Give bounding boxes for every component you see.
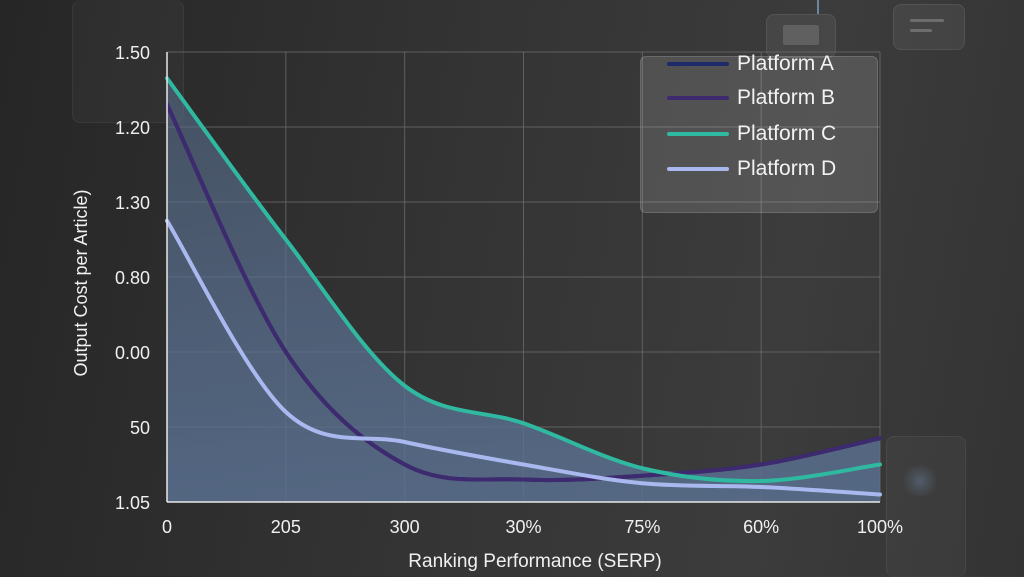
legend-label: Platform B xyxy=(737,86,836,109)
axes xyxy=(166,52,880,503)
y-tick-label: 0.00 xyxy=(115,343,150,363)
x-tick-label: 60% xyxy=(743,517,779,537)
x-tick-label: 205 xyxy=(271,517,301,537)
series-line-platform-c xyxy=(165,76,882,484)
legend-label: Platform A xyxy=(737,52,834,75)
y-tick-label: 1.50 xyxy=(115,43,150,63)
series-lines xyxy=(165,76,882,497)
legend-item-platform-d: Platform D xyxy=(667,152,836,186)
area-fill xyxy=(167,78,880,502)
legend-swatch xyxy=(667,132,729,136)
legend-label: Platform D xyxy=(737,157,837,180)
background-tile xyxy=(893,4,965,50)
legend-swatch xyxy=(667,96,729,100)
y-tick-label: 1.05 xyxy=(115,493,150,513)
background-glow xyxy=(900,466,940,496)
x-axis-title: Ranking Performance (SERP) xyxy=(408,551,661,572)
x-tick-label: 100% xyxy=(857,517,903,537)
y-tick-label: 50 xyxy=(130,418,150,438)
x-tick-labels: 0 205 300 30% 75% 60% 100% xyxy=(162,517,903,537)
background-tile xyxy=(766,14,836,58)
background-panel xyxy=(886,436,966,577)
legend-swatch xyxy=(667,167,729,171)
background-connector xyxy=(817,0,819,14)
y-tick-label: 1.30 xyxy=(115,193,150,213)
y-tick-label: 0.80 xyxy=(115,268,150,288)
legend-item-platform-b: Platform B xyxy=(667,81,835,115)
background-panel xyxy=(72,0,184,123)
legend-item-platform-a: Platform A xyxy=(667,47,834,81)
y-tick-labels: 1.50 1.20 1.30 0.80 0.00 50 1.05 xyxy=(115,43,150,513)
x-tick-label: 30% xyxy=(505,517,541,537)
x-tick-label: 300 xyxy=(390,517,420,537)
legend-item-platform-c: Platform C xyxy=(667,117,836,151)
area-fill-shape xyxy=(167,78,880,502)
x-tick-label: 75% xyxy=(624,517,660,537)
legend: Platform A Platform B Platform C Platfor… xyxy=(640,52,878,213)
legend-swatch xyxy=(667,62,729,66)
series-line-platform-b xyxy=(165,102,882,483)
y-tick-label: 1.20 xyxy=(115,118,150,138)
series-line-platform-d xyxy=(165,218,882,497)
x-tick-label: 0 xyxy=(162,517,172,537)
legend-label: Platform C xyxy=(737,122,837,145)
y-axis-title: Output Cost per Article) xyxy=(71,189,91,376)
